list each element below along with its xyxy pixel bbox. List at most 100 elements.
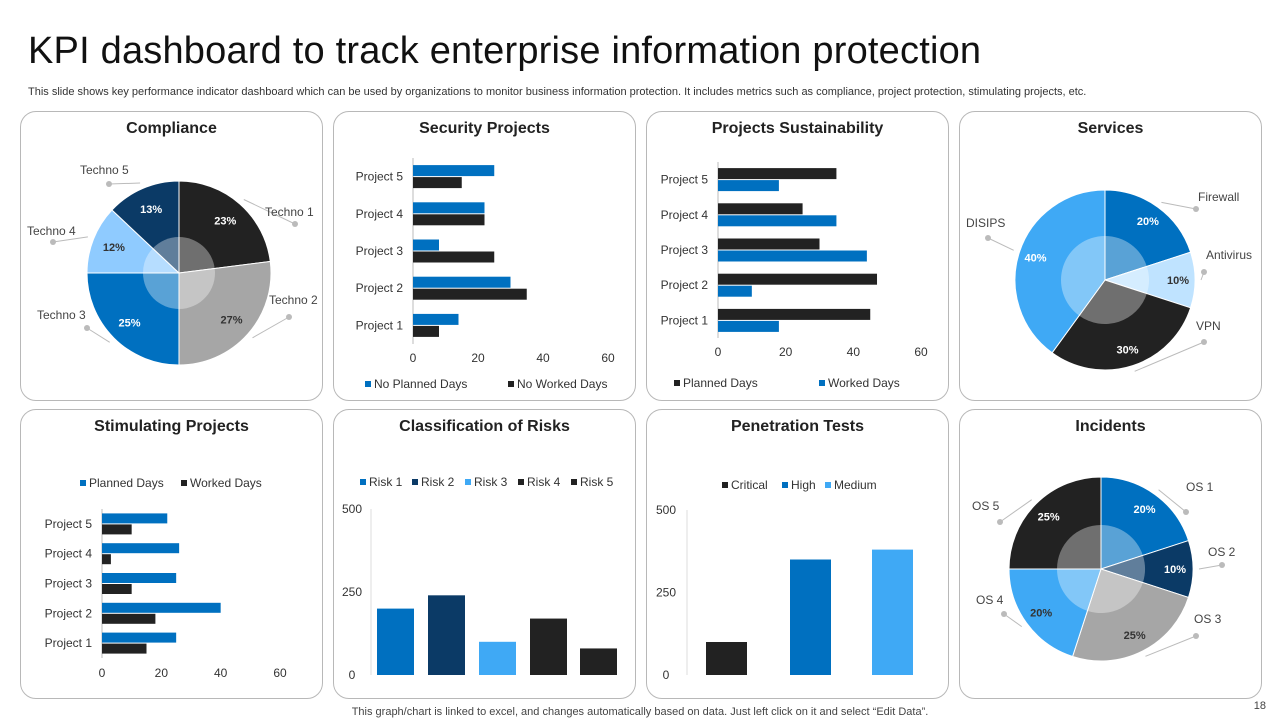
compliance-slice-techno-3[interactable] [86,272,180,366]
incidents-slice-os-2-inner [1101,555,1145,583]
incidents-slice-os-3-leader-line [1145,635,1197,657]
incidents-slice-os-1-value-label: 20% [1133,504,1155,516]
security-bar-no-worked-days-project-5[interactable] [413,177,462,189]
security-bar-no-planned-days-project-4[interactable] [413,202,485,214]
services-slice-vpn-leader-line [1134,341,1205,372]
sustainability-x-tick-0: 0 [715,345,722,359]
stimulating-bar-worked-days-project-2[interactable] [102,613,156,624]
projects-sustainability-card: Projects Sustainability Project 1 Project… [646,111,949,401]
incidents-slice-os-3-leader-dot [1193,633,1199,639]
incidents-slice-os-4[interactable] [1008,568,1102,658]
sustainability-bar-worked-days-project-2[interactable] [718,285,752,297]
incidents-chart[interactable]: 20% OS 1 10% OS 2 25% OS 3 20% OS 4 25% OS 5 [960,410,1263,700]
sustainability-bar-planned-days-project-5[interactable] [718,168,837,180]
risks-y-tick-250: 250 [342,585,362,599]
services-slice-vpn[interactable] [1051,279,1192,371]
penetration-bar-high[interactable] [790,559,831,676]
classification-of-risks-chart[interactable]: 0 250 500 Risk 1 Risk 2 Risk 3 Risk 4 Risk 5 [334,410,637,700]
risks-legend-risk-4: Risk 4 [527,475,561,489]
incidents-slice-os-4-inner [1057,569,1101,611]
compliance-slice-techno-2-inner [179,268,215,309]
security-x-tick-40: 40 [536,351,550,365]
sustainability-bar-planned-days-project-4[interactable] [718,203,803,215]
security-bar-no-planned-days-project-5[interactable] [413,165,495,177]
stimulating-bar-worked-days-project-5[interactable] [102,524,132,535]
sustainability-bar-planned-days-project-1[interactable] [718,308,871,320]
stimulating-bar-worked-days-project-3[interactable] [102,584,132,594]
compliance-slice-techno-5[interactable] [111,180,180,275]
stimulating-category-project-5: Project 5 [45,517,93,531]
incidents-slice-os-3[interactable] [1071,568,1190,662]
stimulating-bar-planned-days-project-2[interactable] [102,602,221,613]
compliance-slice-techno-4-value-label: 12% [103,242,125,254]
services-slice-antivirus-leader-dot [1201,269,1207,275]
penetration-bar-medium[interactable] [872,549,913,675]
sustainability-bar-planned-days-project-2[interactable] [718,273,878,285]
stimulating-category-project-1: Project 1 [45,636,93,650]
stimulating-bar-planned-days-project-1[interactable] [102,632,177,643]
services-slice-firewall[interactable] [1104,189,1192,281]
security-bar-no-planned-days-project-2[interactable] [413,276,511,288]
sustainability-bar-worked-days-project-4[interactable] [718,215,837,227]
services-title: Services [1077,120,1144,137]
compliance-slice-techno-2[interactable] [178,260,272,366]
stimulating-bar-planned-days-project-3[interactable] [102,573,177,583]
stimulating-category-project-2: Project 2 [45,606,93,620]
incidents-slice-os-5-inner [1057,525,1101,569]
sustainability-bar-worked-days-project-3[interactable] [718,250,867,262]
penetration-legend-critical: Critical [731,478,768,492]
security-legend-swatch-no-planned-days [365,381,371,387]
penetration-bar-critical[interactable] [706,642,747,675]
compliance-title: Compliance [126,120,217,137]
compliance-slice-techno-4-leader-dot [50,239,56,245]
stimulating-bar-planned-days-project-4[interactable] [102,543,180,554]
stimulating-bar-worked-days-project-1[interactable] [102,643,147,654]
security-bar-no-worked-days-project-2[interactable] [413,288,527,300]
stimulating-bar-planned-days-project-5[interactable] [102,513,168,524]
security-bar-no-worked-days-project-3[interactable] [413,251,495,263]
incidents-slice-os-2-value-label: 10% [1164,564,1186,576]
stimulating-bar-worked-days-project-4[interactable] [102,554,111,565]
security-bar-no-planned-days-project-3[interactable] [413,239,439,251]
incidents-slice-os-5[interactable] [1008,476,1102,570]
compliance-chart[interactable]: 23% Techno 1 27% Techno 2 25% Techno 3 12% Tech… [21,112,324,402]
sustainability-bar-worked-days-project-1[interactable] [718,320,779,332]
security-projects-chart[interactable]: Project 1 Project 2 Project 3 Project 4 Proj… [334,112,637,402]
risks-legend-risk-1: Risk 1 [369,475,403,489]
compliance-slice-techno-2-category-label: Techno 2 [269,293,318,307]
compliance-slice-techno-4-inner [143,248,179,273]
sustainability-category-project-3: Project 3 [661,243,709,257]
risks-bar-risk-1[interactable] [377,608,414,675]
incidents-slice-os-1-leader-dot [1183,509,1189,515]
compliance-slice-techno-1-leader-line [243,199,296,225]
risks-legend-risk-2: Risk 2 [421,475,455,489]
incidents-slice-os-3-value-label: 25% [1124,630,1146,642]
security-bar-no-worked-days-project-4[interactable] [413,214,485,226]
stimulating-x-tick-40: 40 [214,666,228,680]
risks-bar-risk-2[interactable] [428,595,465,675]
services-slice-disips[interactable] [1014,189,1106,354]
compliance-slice-techno-5-category-label: Techno 5 [80,163,129,177]
stimulating-projects-title: Stimulating Projects [94,418,249,435]
penetration-tests-chart[interactable]: 0 250 500 Critical High Medium [647,410,950,700]
security-bar-no-worked-days-project-1[interactable] [413,325,439,337]
security-bar-no-planned-days-project-1[interactable] [413,313,459,325]
compliance-slice-techno-1[interactable] [178,180,271,274]
risks-bar-risk-4[interactable] [530,618,567,675]
compliance-slice-techno-3-category-label: Techno 3 [37,308,86,322]
compliance-slice-techno-4[interactable] [86,209,181,274]
security-x-tick-0: 0 [410,351,417,365]
services-chart[interactable]: 20% Firewall 10% Antivirus 30% VPN 40% DISIPS [960,112,1263,402]
sustainability-category-project-4: Project 4 [661,208,709,222]
sustainability-bar-planned-days-project-3[interactable] [718,238,820,250]
risks-bar-risk-5[interactable] [580,648,617,675]
compliance-slice-techno-4-leader-line [52,236,88,243]
sustainability-bar-worked-days-project-5[interactable] [718,180,779,192]
risks-bar-risk-3[interactable] [479,641,516,675]
services-slice-vpn-category-label: VPN [1196,319,1221,333]
stimulating-projects-chart[interactable]: Project 1 Project 2 Project 3 Project 4 Proj… [21,410,324,700]
incidents-slice-os-3-inner [1087,569,1143,613]
incidents-slice-os-1[interactable] [1100,476,1190,570]
